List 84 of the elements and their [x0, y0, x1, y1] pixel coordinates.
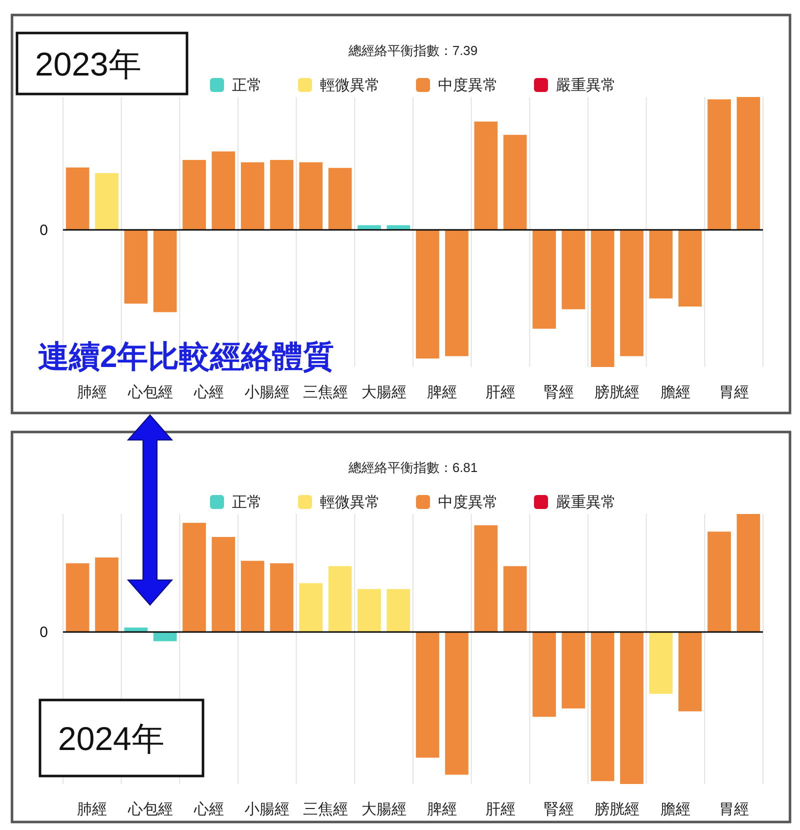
- x-tick-label: 三焦經: [303, 801, 348, 818]
- x-tick-label: 肝經: [486, 801, 516, 818]
- legend-label: 中度異常: [438, 494, 498, 511]
- legend-label: 中度異常: [438, 77, 498, 94]
- x-tick-label: 胃經: [718, 384, 749, 401]
- bar: [649, 230, 673, 298]
- bar: [416, 632, 440, 758]
- bar: [328, 566, 352, 632]
- x-tick-label: 三焦經: [303, 384, 348, 401]
- bar: [562, 632, 586, 708]
- legend-label: 正常: [232, 77, 262, 94]
- bar: [153, 632, 177, 642]
- legend-label: 嚴重異常: [556, 494, 616, 511]
- bar: [358, 589, 381, 632]
- bar: [212, 151, 236, 230]
- bar: [270, 563, 294, 632]
- x-tick-label: 小腸經: [244, 801, 290, 818]
- legend-label: 嚴重異常: [556, 77, 616, 94]
- bar: [620, 230, 644, 356]
- bar: [590, 632, 614, 782]
- bar: [328, 168, 352, 230]
- x-tick-label: 胃經: [718, 801, 749, 818]
- x-tick-label: 肺經: [77, 801, 108, 818]
- bar: [445, 632, 468, 775]
- chart-title: 總經絡平衡指數：7.39: [347, 43, 478, 58]
- bar: [736, 97, 760, 230]
- bar: [562, 230, 586, 310]
- bar: [182, 160, 206, 230]
- x-tick-label: 大腸經: [361, 801, 406, 818]
- bar: [153, 230, 177, 312]
- bar: [66, 167, 90, 230]
- bar: [240, 560, 264, 632]
- x-tick-label: 膽經: [660, 384, 690, 401]
- x-tick-label: 腎經: [544, 384, 574, 401]
- bar: [532, 230, 556, 329]
- ref-line-label: 0: [40, 624, 48, 641]
- bar: [736, 514, 760, 632]
- text: 2023年: [35, 46, 142, 82]
- x-tick-label: 小腸經: [244, 384, 290, 401]
- chart-title: 總經絡平衡指數：6.81: [347, 460, 478, 475]
- bar: [708, 532, 731, 632]
- x-tick-label: 脾經: [427, 801, 458, 818]
- bar: [445, 230, 468, 356]
- legend-label: 正常: [232, 494, 262, 511]
- bar: [95, 173, 118, 230]
- bar: [708, 99, 731, 230]
- bar: [474, 525, 498, 632]
- x-tick-label: 心包經: [127, 384, 173, 401]
- bar: [474, 122, 498, 230]
- x-tick-label: 肺經: [77, 384, 108, 401]
- bar: [503, 566, 527, 632]
- bar: [503, 134, 527, 230]
- bar: [416, 230, 440, 358]
- bar: [240, 162, 264, 230]
- bar: [299, 162, 323, 230]
- x-tick-label: 膀胱經: [594, 384, 640, 401]
- bar: [66, 563, 90, 632]
- bar: [678, 230, 702, 307]
- annotation: 2024年: [58, 720, 164, 757]
- x-tick-label: 肝經: [486, 384, 516, 401]
- bar: [299, 583, 323, 632]
- bar: [678, 632, 702, 712]
- legend-label: 輕微異常: [320, 77, 380, 94]
- x-tick-label: 心經: [192, 384, 224, 401]
- bar: [124, 230, 148, 304]
- bar: [182, 522, 206, 632]
- bar: [212, 536, 236, 632]
- bar: [95, 557, 118, 632]
- x-tick-label: 膀胱經: [594, 801, 640, 818]
- ref-line-label: 0: [40, 222, 48, 239]
- x-tick-label: 膽經: [660, 801, 690, 818]
- bar: [386, 589, 410, 632]
- x-tick-label: 心經: [192, 801, 224, 818]
- x-tick-label: 大腸經: [361, 384, 406, 401]
- annotation: 連續2年比較經絡體質: [38, 339, 334, 374]
- bar: [590, 230, 614, 367]
- bar: [532, 632, 556, 717]
- bar: [649, 632, 673, 694]
- bar: [620, 632, 644, 784]
- x-tick-label: 心包經: [127, 801, 173, 818]
- bar: [270, 160, 294, 230]
- x-tick-label: 腎經: [544, 801, 574, 818]
- x-tick-label: 脾經: [427, 384, 458, 401]
- legend-label: 輕微異常: [320, 494, 380, 511]
